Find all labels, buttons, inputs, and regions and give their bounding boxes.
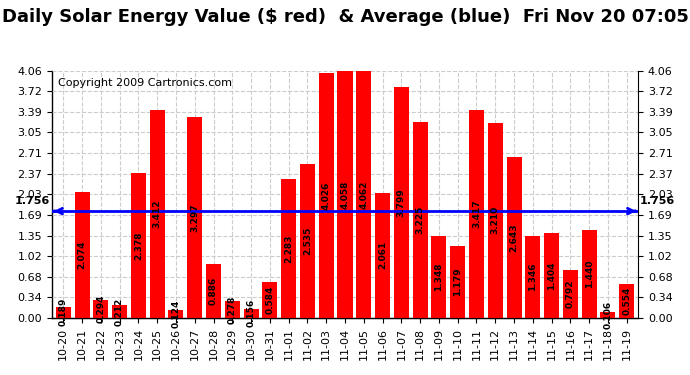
Text: 1.756: 1.756	[640, 196, 675, 206]
Bar	[337, 71, 353, 318]
Text: 2.643: 2.643	[509, 223, 519, 252]
Bar	[544, 232, 559, 318]
Text: 0.278: 0.278	[228, 296, 237, 324]
Bar	[56, 306, 71, 318]
Text: 4.062: 4.062	[359, 180, 368, 209]
Bar	[450, 246, 465, 318]
Bar	[394, 87, 409, 318]
Bar	[93, 300, 108, 318]
Bar	[506, 157, 522, 318]
Text: 3.297: 3.297	[190, 203, 199, 232]
Bar	[375, 192, 390, 318]
Text: 0.886: 0.886	[209, 277, 218, 305]
Text: 1.346: 1.346	[529, 263, 538, 291]
Text: 0.189: 0.189	[59, 298, 68, 327]
Text: 0.124: 0.124	[171, 300, 181, 328]
Text: 2.283: 2.283	[284, 234, 293, 263]
Text: 2.074: 2.074	[77, 241, 86, 269]
Text: 3.412: 3.412	[152, 200, 161, 228]
Bar	[563, 270, 578, 318]
Text: 1.440: 1.440	[584, 260, 593, 288]
Bar	[300, 164, 315, 318]
Bar	[488, 123, 503, 318]
Bar	[582, 230, 597, 318]
Text: 2.378: 2.378	[134, 231, 143, 260]
Text: 2.061: 2.061	[378, 241, 387, 269]
Bar	[356, 70, 371, 318]
Text: 4.058: 4.058	[340, 180, 350, 209]
Text: 0.294: 0.294	[97, 295, 106, 323]
Text: 1.404: 1.404	[547, 261, 556, 290]
Text: 3.225: 3.225	[415, 206, 424, 234]
Text: 1.179: 1.179	[453, 268, 462, 296]
Bar	[262, 282, 277, 318]
Text: 3.210: 3.210	[491, 206, 500, 234]
Text: 0.156: 0.156	[246, 299, 255, 327]
Text: 0.212: 0.212	[115, 297, 124, 326]
Bar	[319, 73, 334, 318]
Bar	[525, 236, 540, 318]
Text: 0.554: 0.554	[622, 287, 631, 315]
Bar	[75, 192, 90, 318]
Text: 3.799: 3.799	[397, 188, 406, 217]
Text: 0.792: 0.792	[566, 280, 575, 308]
Bar	[112, 305, 127, 318]
Bar	[431, 236, 446, 318]
Bar	[469, 110, 484, 318]
Text: 3.417: 3.417	[472, 200, 481, 228]
Text: 0.106: 0.106	[604, 301, 613, 329]
Bar	[619, 284, 634, 318]
Bar	[225, 301, 240, 318]
Text: 4.026: 4.026	[322, 181, 331, 210]
Bar	[600, 312, 615, 318]
Bar	[187, 117, 202, 318]
Text: 2.535: 2.535	[303, 226, 312, 255]
Bar	[168, 310, 184, 318]
Text: 1.348: 1.348	[435, 263, 444, 291]
Text: 0.584: 0.584	[266, 286, 275, 314]
Bar	[244, 309, 259, 318]
Bar	[413, 122, 428, 318]
Text: Copyright 2009 Cartronics.com: Copyright 2009 Cartronics.com	[58, 78, 232, 88]
Bar	[206, 264, 221, 318]
Text: Daily Solar Energy Value ($ red)  & Average (blue)  Fri Nov 20 07:05: Daily Solar Energy Value ($ red) & Avera…	[1, 8, 689, 26]
Bar	[131, 173, 146, 318]
Text: 1.756: 1.756	[15, 196, 50, 206]
Bar	[150, 110, 165, 318]
Bar	[281, 179, 296, 318]
